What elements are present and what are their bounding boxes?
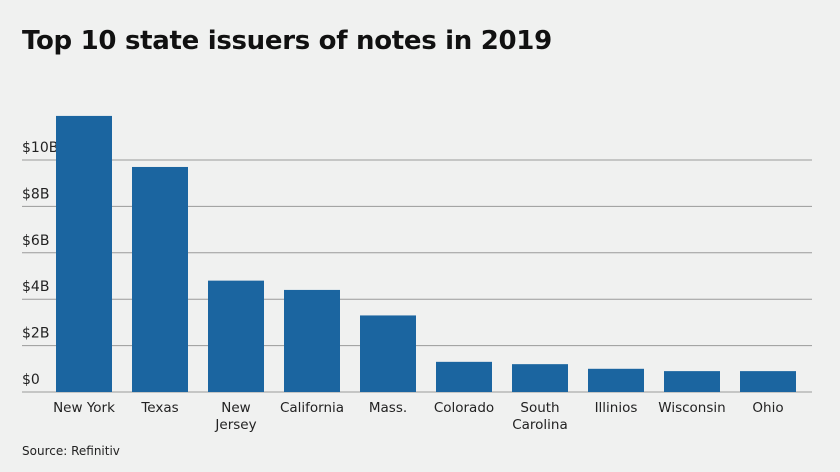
y-tick-label: $10B: [22, 140, 58, 156]
bar: [360, 315, 416, 392]
x-tick-label: Colorado: [433, 400, 495, 416]
x-tick-label: New Jersey: [215, 400, 257, 433]
x-tick-label: California: [279, 400, 345, 416]
y-tick-label: $0: [22, 372, 40, 388]
bar: [436, 361, 492, 392]
y-tick-label: $6B: [22, 233, 49, 249]
bar: [588, 368, 644, 392]
bar: [208, 280, 264, 392]
y-tick-label: $4B: [22, 279, 49, 295]
source-note: Source: Refinitiv: [22, 444, 120, 458]
x-tick-label: Illinios: [594, 400, 638, 416]
x-tick-label: Wisconsin: [658, 400, 726, 416]
chart-title: Top 10 state issuers of notes in 2019: [22, 26, 552, 56]
bar: [132, 166, 188, 392]
bar: [664, 371, 720, 392]
bar: [512, 364, 568, 392]
x-tick-label: Texas: [141, 400, 179, 416]
y-tick-label: $2B: [22, 326, 49, 342]
x-tick-label: South Carolina: [512, 400, 568, 433]
y-tick-label: $8B: [22, 186, 49, 202]
x-tick-label: Mass.: [368, 400, 408, 416]
x-tick-label: New York: [53, 400, 115, 416]
bar: [740, 371, 796, 392]
x-tick-label: Ohio: [752, 400, 784, 416]
bar: [56, 115, 112, 393]
bar: [284, 289, 340, 392]
